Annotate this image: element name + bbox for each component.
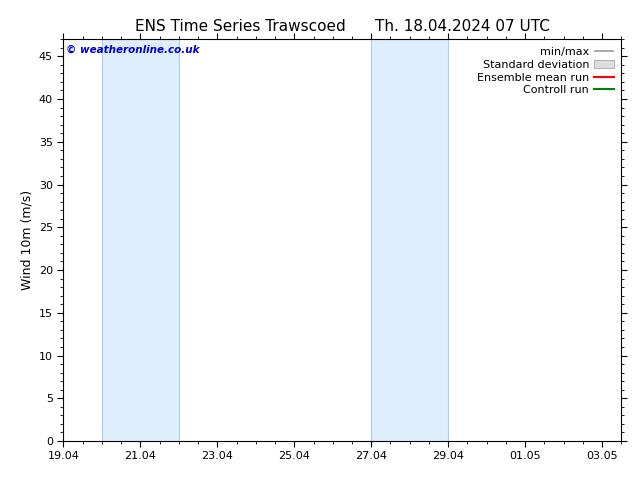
Title: ENS Time Series Trawscoed      Th. 18.04.2024 07 UTC: ENS Time Series Trawscoed Th. 18.04.2024…: [135, 19, 550, 34]
Y-axis label: Wind 10m (m/s): Wind 10m (m/s): [20, 190, 34, 290]
Bar: [372, 39, 448, 441]
Text: © weatheronline.co.uk: © weatheronline.co.uk: [66, 45, 200, 55]
Legend: min/max, Standard deviation, Ensemble mean run, Controll run: min/max, Standard deviation, Ensemble me…: [475, 45, 616, 98]
Bar: [102, 39, 179, 441]
